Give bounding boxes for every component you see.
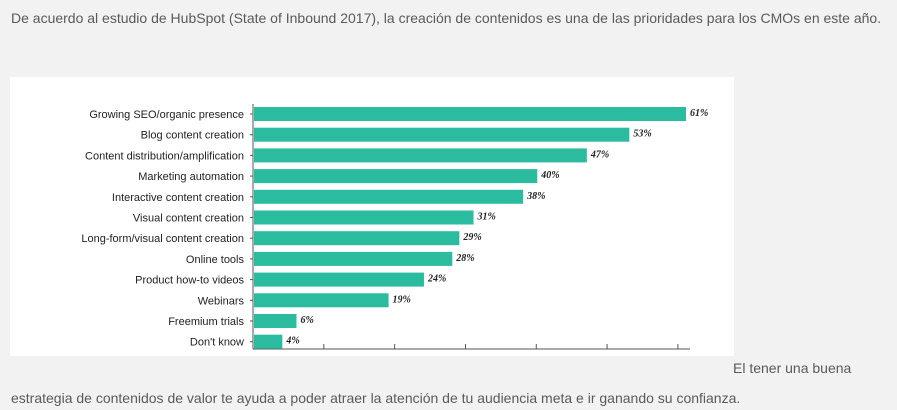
category-label: Growing SEO/organic presence: [89, 109, 244, 121]
value-label: 40%: [540, 170, 559, 181]
bar: [254, 210, 474, 225]
category-label: Content distribution/amplification: [85, 150, 244, 162]
bar: [254, 334, 283, 349]
category-label: Freemium trials: [168, 316, 244, 328]
category-label: Interactive content creation: [112, 192, 244, 204]
bar: [254, 293, 389, 308]
category-label: Product how-to videos: [135, 275, 244, 287]
category-label: Webinars: [198, 295, 245, 307]
category-label: Visual content creation: [133, 213, 244, 225]
value-label: 6%: [300, 315, 313, 326]
outro-paragraph: estrategia de contenidos de valor te ayu…: [11, 390, 741, 406]
value-label: 28%: [455, 253, 474, 264]
value-label: 31%: [477, 212, 496, 223]
category-label: Marketing automation: [138, 171, 244, 183]
category-label: Don't know: [190, 337, 244, 349]
bar-chart: Growing SEO/organic presence 61% Blog cont…: [81, 104, 708, 350]
value-label: 19%: [393, 294, 411, 305]
value-label: 24%: [427, 274, 446, 285]
bar: [254, 107, 686, 121]
bar: [254, 169, 538, 184]
chart-image: Growing SEO/organic presence 61% Blog cont…: [10, 77, 734, 356]
bar: [254, 251, 453, 266]
intro-paragraph: De acuerdo al estudio de HubSpot (State …: [11, 10, 882, 26]
value-label: 61%: [690, 108, 708, 119]
value-label: 38%: [526, 191, 545, 202]
category-label: Online tools: [186, 254, 245, 266]
value-label: 47%: [590, 149, 609, 160]
bar: [254, 231, 460, 246]
bar: [254, 272, 424, 287]
outro-text-start: El tener una buena: [733, 360, 852, 376]
bar: [254, 127, 630, 142]
bar: [254, 189, 524, 204]
bar: [254, 314, 297, 328]
bar: [254, 148, 587, 163]
category-label: Blog content creation: [141, 130, 244, 142]
value-label: 29%: [462, 232, 481, 243]
category-label: Long-form/visual content creation: [81, 233, 244, 245]
value-label: 53%: [633, 129, 651, 140]
value-label: 4%: [285, 336, 299, 347]
